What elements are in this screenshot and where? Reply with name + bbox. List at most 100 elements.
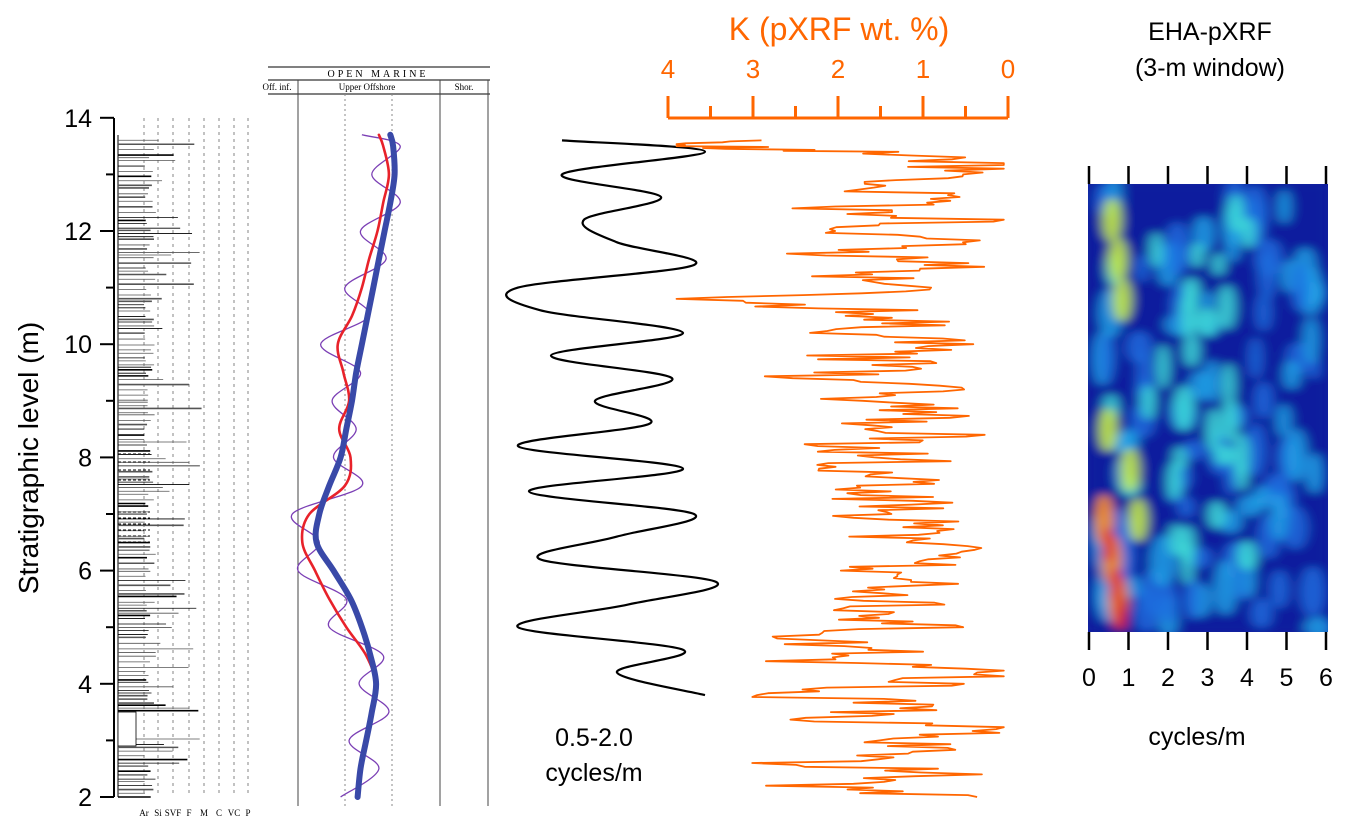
eha-blob [1203,359,1220,403]
eha-blob [1270,493,1288,542]
eha-blob [1134,587,1159,632]
pxrf-tick-label: 4 [661,54,675,84]
eha-blob [1248,336,1263,380]
y-axis: Stratigraphic level (m) 2 4 6 8 10 12 14 [13,105,115,812]
eha-spectral-power [1088,184,1328,632]
y-axis-label: Stratigraphic level (m) [13,322,44,594]
eha-blob [1254,381,1273,419]
grain-size-label: P [245,808,250,818]
eha-blob [1178,496,1195,518]
filtered-panel: 0.5-2.0 cycles/m [505,139,720,787]
facies-header: OPEN MARINE [327,69,428,80]
eha-tick-label: 5 [1280,664,1294,692]
grain-size-label: VC [228,808,241,818]
eha-blob [1164,221,1190,276]
eha-blob [1305,453,1324,494]
eha-blob-max [1110,567,1122,603]
eha-blob [1285,428,1307,483]
eha-blob [1218,284,1236,330]
eha-blob [1277,189,1291,225]
eha-title-line1: EHA-pXRF [1148,18,1272,46]
facies-curve-trend [312,131,398,800]
facies-curve-raw [290,134,401,798]
eha-blob [1156,344,1170,390]
eha-tick-label: 3 [1201,664,1215,692]
eha-tick-label: 0 [1082,664,1096,692]
grain-size-label: C [216,808,222,818]
pxrf-tick-label: 0 [1001,54,1015,84]
grain-size-label: Ar [139,808,149,818]
eha-blob-high [1103,198,1121,242]
eha-blob [1186,286,1198,313]
eha-blob [1253,485,1271,509]
eha-blob [1167,461,1182,501]
eha-tick-label: 2 [1161,664,1175,692]
y-tick-label: 6 [78,558,92,586]
eha-blob [1302,316,1320,365]
pxrf-tick-label: 3 [746,54,760,84]
eha-blob [1200,290,1214,314]
eha-blob [1276,403,1292,438]
filtered-curve [505,139,720,697]
eha-blob [1183,439,1205,461]
eha-tick-label: 4 [1240,664,1254,692]
eha-blob [1173,446,1187,470]
facies-zone-shoreface: Shor. [455,82,474,92]
eha-blob [1135,253,1149,283]
eha-blob-max [1114,597,1126,632]
y-tick-label: 10 [64,331,92,359]
facies-zone-offshore-inf: Off. inf. [262,82,291,92]
eha-blob [1168,523,1183,557]
eha-blob-high [1099,408,1117,452]
eha-tick-label: 1 [1122,664,1136,692]
grain-size-label: M [200,808,208,818]
grain-size-label: Si [154,808,162,818]
eha-blob [1212,252,1225,277]
eha-blob [1235,461,1248,491]
eha-blob [1100,328,1114,383]
eha-blob-high [1113,278,1131,322]
eha-blob [1304,616,1328,632]
eha-blob-max [1102,527,1114,563]
pxrf-curve [675,139,1005,798]
eha-blob [1141,384,1156,421]
y-tick-label: 14 [64,105,92,133]
lithology-column: Ar Si SVF F M C VC P [117,118,251,818]
eha-blob [1149,232,1163,268]
eha-blob [1237,540,1258,571]
pxrf-panel: K (pXRF wt. %) 4 3 2 1 0 [661,11,1015,798]
filter-label-line1: 0.5-2.0 [555,724,633,752]
pxrf-tick-label: 1 [916,54,930,84]
eha-blob [1190,242,1204,268]
eha-blob [1214,445,1234,466]
eha-blob [1283,360,1301,390]
eha-blob [1190,546,1212,569]
eha-title-line2: (3-m window) [1135,54,1285,82]
y-tick-label: 12 [64,218,92,246]
eha-blob [1213,560,1238,616]
litho-covered-interval [117,711,137,747]
pxrf-tick-label: 2 [831,54,845,84]
eha-blob [1222,362,1236,407]
eha-blob [1207,500,1226,529]
eha-blob [1221,398,1239,443]
y-tick-label: 8 [78,444,92,472]
eha-blob [1270,569,1289,609]
facies-panel: OPEN MARINE Off. inf. Upper Offshore Sho… [262,66,490,806]
eha-blob [1184,576,1200,620]
eha-blob [1244,423,1266,477]
eha-blob-high [1129,498,1147,542]
eha-blob [1255,238,1283,278]
y-tick-label: 4 [78,671,92,699]
grain-size-label: F [186,808,191,818]
eha-blob-high [1109,238,1127,282]
eha-xlabel: cycles/m [1148,723,1245,751]
eha-blob [1300,566,1326,617]
eha-blob [1241,216,1256,249]
eha-blob [1173,385,1195,432]
eha-blob [1183,333,1200,368]
grain-size-label: SVF [165,808,182,818]
y-tick-label: 2 [78,784,92,812]
